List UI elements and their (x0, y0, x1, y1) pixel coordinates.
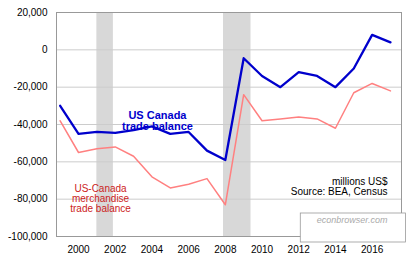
svg-text:US Canadatrade balance: US Canadatrade balance (122, 109, 193, 132)
svg-text:2000: 2000 (67, 244, 90, 255)
svg-text:econbrowser.com: econbrowser.com (317, 215, 388, 225)
svg-text:millions US$Source: BEA, Censu: millions US$Source: BEA, Census (291, 176, 388, 197)
svg-text:US-Canadamerchandisetrade bala: US-Canadamerchandisetrade balance (70, 183, 131, 214)
svg-text:-20,000: -20,000 (14, 81, 48, 92)
svg-text:2016: 2016 (361, 244, 384, 255)
svg-text:2004: 2004 (141, 244, 164, 255)
svg-text:2014: 2014 (324, 244, 347, 255)
svg-text:-100,000: -100,000 (8, 231, 48, 242)
svg-text:-60,000: -60,000 (14, 156, 48, 167)
svg-text:2008: 2008 (214, 244, 237, 255)
svg-text:2006: 2006 (178, 244, 201, 255)
svg-text:20,000: 20,000 (17, 7, 48, 18)
svg-text:-40,000: -40,000 (14, 119, 48, 130)
svg-text:0: 0 (42, 44, 48, 55)
svg-text:2002: 2002 (104, 244, 127, 255)
svg-text:2012: 2012 (288, 244, 311, 255)
svg-text:2010: 2010 (251, 244, 274, 255)
svg-text:-80,000: -80,000 (14, 193, 48, 204)
